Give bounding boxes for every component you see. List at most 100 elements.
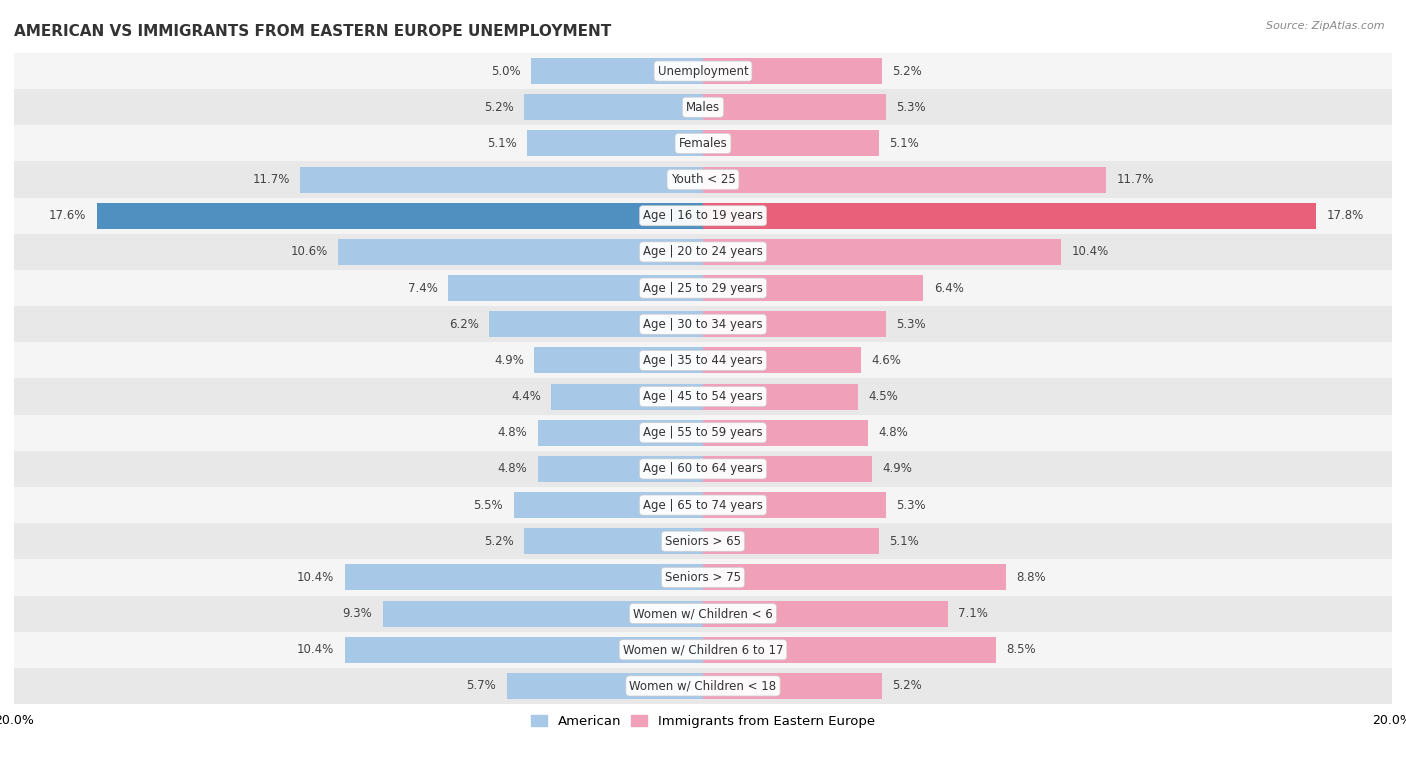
Bar: [703, 275, 924, 301]
Bar: [703, 637, 995, 663]
Text: 5.1%: 5.1%: [889, 534, 918, 548]
Bar: [14, 306, 1392, 342]
Text: Youth < 25: Youth < 25: [671, 173, 735, 186]
Text: 5.2%: 5.2%: [893, 680, 922, 693]
Bar: [14, 53, 1392, 89]
Bar: [703, 347, 862, 373]
Text: 4.4%: 4.4%: [512, 390, 541, 403]
Text: 4.9%: 4.9%: [494, 354, 524, 367]
Bar: [449, 275, 703, 301]
Bar: [14, 451, 1392, 487]
Bar: [14, 126, 1392, 161]
Bar: [551, 384, 703, 410]
Text: 5.2%: 5.2%: [484, 534, 513, 548]
Bar: [344, 565, 703, 590]
Bar: [14, 89, 1392, 126]
Text: Women w/ Children 6 to 17: Women w/ Children 6 to 17: [623, 643, 783, 656]
Text: 5.7%: 5.7%: [467, 680, 496, 693]
Text: 6.2%: 6.2%: [450, 318, 479, 331]
Text: 4.5%: 4.5%: [869, 390, 898, 403]
Bar: [14, 234, 1392, 270]
Text: Age | 25 to 29 years: Age | 25 to 29 years: [643, 282, 763, 294]
Bar: [344, 637, 703, 663]
Legend: American, Immigrants from Eastern Europe: American, Immigrants from Eastern Europe: [526, 709, 880, 734]
Text: Males: Males: [686, 101, 720, 114]
Text: 10.4%: 10.4%: [297, 571, 335, 584]
Bar: [703, 130, 879, 157]
Text: 8.5%: 8.5%: [1007, 643, 1036, 656]
Bar: [703, 528, 879, 554]
Bar: [14, 596, 1392, 631]
Bar: [527, 130, 703, 157]
Text: 11.7%: 11.7%: [252, 173, 290, 186]
Text: 10.4%: 10.4%: [1071, 245, 1109, 258]
Bar: [14, 523, 1392, 559]
Text: 4.8%: 4.8%: [498, 463, 527, 475]
Bar: [14, 631, 1392, 668]
Text: Women w/ Children < 6: Women w/ Children < 6: [633, 607, 773, 620]
Bar: [703, 492, 886, 518]
Bar: [299, 167, 703, 192]
Text: 11.7%: 11.7%: [1116, 173, 1154, 186]
Text: 4.9%: 4.9%: [882, 463, 912, 475]
Bar: [703, 58, 882, 84]
Bar: [14, 668, 1392, 704]
Text: 5.3%: 5.3%: [896, 499, 925, 512]
Text: AMERICAN VS IMMIGRANTS FROM EASTERN EUROPE UNEMPLOYMENT: AMERICAN VS IMMIGRANTS FROM EASTERN EURO…: [14, 24, 612, 39]
Text: Seniors > 65: Seniors > 65: [665, 534, 741, 548]
Bar: [97, 203, 703, 229]
Text: 4.6%: 4.6%: [872, 354, 901, 367]
Bar: [14, 378, 1392, 415]
Bar: [531, 58, 703, 84]
Text: 5.3%: 5.3%: [896, 101, 925, 114]
Text: 5.3%: 5.3%: [896, 318, 925, 331]
Text: Age | 60 to 64 years: Age | 60 to 64 years: [643, 463, 763, 475]
Text: 9.3%: 9.3%: [343, 607, 373, 620]
Bar: [703, 311, 886, 338]
Bar: [534, 347, 703, 373]
Text: 10.6%: 10.6%: [290, 245, 328, 258]
Bar: [703, 94, 886, 120]
Text: 10.4%: 10.4%: [297, 643, 335, 656]
Bar: [14, 415, 1392, 451]
Bar: [703, 384, 858, 410]
Text: 5.0%: 5.0%: [491, 64, 520, 77]
Text: Women w/ Children < 18: Women w/ Children < 18: [630, 680, 776, 693]
Bar: [337, 239, 703, 265]
Bar: [14, 342, 1392, 378]
Bar: [703, 673, 882, 699]
Text: 4.8%: 4.8%: [498, 426, 527, 439]
Text: 17.8%: 17.8%: [1326, 209, 1364, 223]
Bar: [14, 270, 1392, 306]
Text: Source: ZipAtlas.com: Source: ZipAtlas.com: [1267, 21, 1385, 31]
Text: Age | 45 to 54 years: Age | 45 to 54 years: [643, 390, 763, 403]
Bar: [537, 419, 703, 446]
Bar: [703, 456, 872, 482]
Bar: [703, 419, 869, 446]
Text: Age | 65 to 74 years: Age | 65 to 74 years: [643, 499, 763, 512]
Text: Females: Females: [679, 137, 727, 150]
Text: Unemployment: Unemployment: [658, 64, 748, 77]
Bar: [703, 600, 948, 627]
Bar: [524, 94, 703, 120]
Text: 8.8%: 8.8%: [1017, 571, 1046, 584]
Bar: [506, 673, 703, 699]
Text: 7.4%: 7.4%: [408, 282, 437, 294]
Bar: [524, 528, 703, 554]
Bar: [703, 203, 1316, 229]
Text: Age | 16 to 19 years: Age | 16 to 19 years: [643, 209, 763, 223]
Text: Age | 55 to 59 years: Age | 55 to 59 years: [643, 426, 763, 439]
Text: 5.2%: 5.2%: [484, 101, 513, 114]
Bar: [14, 198, 1392, 234]
Text: 17.6%: 17.6%: [49, 209, 86, 223]
Text: 7.1%: 7.1%: [957, 607, 988, 620]
Bar: [703, 167, 1107, 192]
Text: Age | 35 to 44 years: Age | 35 to 44 years: [643, 354, 763, 367]
Bar: [703, 565, 1007, 590]
Bar: [513, 492, 703, 518]
Bar: [14, 161, 1392, 198]
Text: 6.4%: 6.4%: [934, 282, 963, 294]
Bar: [382, 600, 703, 627]
Text: Seniors > 75: Seniors > 75: [665, 571, 741, 584]
Text: 5.1%: 5.1%: [488, 137, 517, 150]
